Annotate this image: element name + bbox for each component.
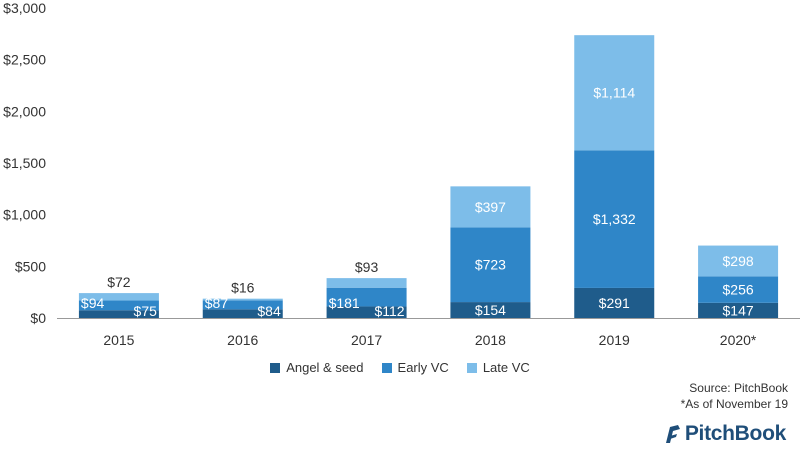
y-tick-label: $2,500	[3, 52, 46, 68]
x-tick-label: 2019	[599, 332, 630, 348]
bar-late-vc	[78, 293, 159, 301]
bar-angel-seed	[202, 309, 283, 318]
data-label-early-vc: $723	[475, 257, 506, 273]
bar-angel-seed	[574, 287, 655, 318]
data-label-late-vc: $16	[231, 280, 255, 296]
data-label-late-vc: $397	[475, 199, 506, 215]
y-tick-label: $2,000	[3, 103, 46, 119]
chart-notes: Source: PitchBook *As of November 19	[681, 380, 788, 412]
legend: Angel & seed Early VC Late VC	[0, 360, 800, 375]
bar-late-vc	[202, 298, 283, 301]
bar-late-vc	[450, 186, 531, 228]
x-tick-label: 2015	[103, 332, 134, 348]
y-tick-label: $0	[30, 310, 46, 326]
data-label-angel-seed: $147	[723, 302, 754, 318]
source-note: Source: PitchBook	[689, 381, 788, 395]
legend-label-early-vc: Early VC	[397, 360, 449, 375]
data-label-early-vc: $1,332	[593, 211, 636, 227]
y-tick-label: $500	[15, 258, 46, 274]
bar-angel-seed	[78, 310, 159, 318]
x-tick-label: 2020*	[720, 332, 757, 348]
data-label-early-vc: $181	[329, 295, 360, 311]
data-label-late-vc: $298	[723, 253, 754, 269]
pitchbook-logo-icon	[665, 425, 680, 443]
legend-swatch-late-vc	[466, 362, 477, 373]
bar-angel-seed	[698, 302, 779, 318]
pitchbook-logo-text: PitchBook	[684, 422, 786, 445]
data-label-early-vc: $87	[205, 295, 229, 311]
legend-item-angel-seed: Angel & seed	[270, 360, 364, 375]
bar-late-vc	[326, 278, 407, 288]
legend-swatch-angel-seed	[270, 362, 281, 373]
bar-early-vc	[450, 227, 531, 303]
legend-item-late-vc: Late VC	[466, 360, 530, 375]
bar-early-vc	[326, 287, 407, 307]
data-label-late-vc: $93	[355, 259, 379, 275]
bar-early-vc	[78, 300, 159, 311]
legend-label-late-vc: Late VC	[482, 360, 530, 375]
as-of-note: *As of November 19	[680, 397, 788, 411]
data-label-angel-seed: $112	[374, 303, 404, 319]
data-label-late-vc: $72	[107, 274, 131, 290]
y-tick-label: $3,000	[3, 0, 46, 16]
legend-swatch-early-vc	[381, 362, 392, 373]
y-tick-label: $1,500	[3, 155, 46, 171]
data-label-late-vc: $1,114	[593, 85, 635, 101]
data-label-angel-seed: $84	[257, 303, 281, 319]
y-tick-label: $1,000	[3, 207, 46, 223]
bar-late-vc	[698, 245, 779, 277]
data-label-angel-seed: $291	[599, 295, 630, 311]
bar-early-vc	[202, 300, 283, 310]
x-tick-label: 2017	[351, 332, 382, 348]
bar-angel-seed	[326, 306, 407, 318]
data-label-angel-seed: $154	[475, 302, 506, 318]
bar-angel-seed	[450, 302, 531, 318]
legend-label-angel-seed: Angel & seed	[286, 360, 364, 375]
data-label-early-vc: $94	[81, 295, 105, 311]
data-label-angel-seed: $75	[134, 303, 158, 319]
legend-item-early-vc: Early VC	[381, 360, 449, 375]
bar-early-vc	[698, 276, 779, 303]
bar-late-vc	[574, 35, 655, 151]
pitchbook-logo: PitchBook	[664, 422, 786, 446]
bar-early-vc	[574, 150, 655, 288]
x-tick-label: 2018	[475, 332, 506, 348]
x-tick-label: 2016	[227, 332, 258, 348]
data-label-early-vc: $256	[723, 282, 754, 298]
